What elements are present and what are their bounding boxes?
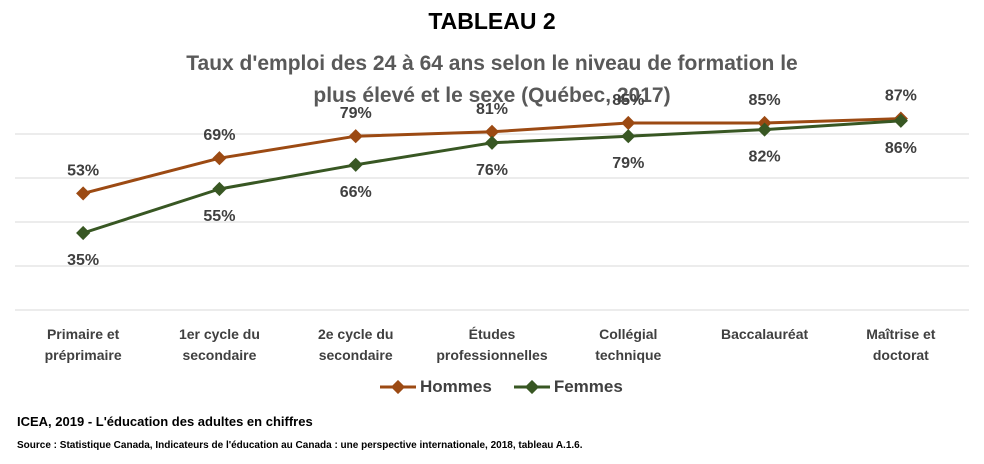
- chart-subtitle: Taux d'emploi des 24 à 64 ans selon le n…: [186, 52, 798, 107]
- data-label-hommes: 79%: [340, 105, 372, 122]
- data-label-hommes: 85%: [612, 92, 644, 109]
- legend-item-hommes: Hommes: [380, 377, 492, 397]
- footer-title: ICEA, 2019 - L'éducation des adultes en …: [17, 414, 313, 429]
- data-point-femmes: [621, 129, 636, 144]
- data-label-femmes: 35%: [67, 252, 99, 269]
- data-point-hommes: [484, 124, 500, 139]
- data-point-femmes: [76, 225, 91, 241]
- grid-lines: [15, 133, 969, 311]
- legend-item-femmes: Femmes: [513, 377, 623, 397]
- x-axis-labels: Primaire et préprimaire 1er cycle du second…: [45, 326, 936, 363]
- data-label-femmes: 66%: [340, 184, 372, 201]
- legend-label-femmes: Femmes: [553, 377, 623, 396]
- x-tick-label: Maîtrise et doctorat: [866, 326, 936, 363]
- data-point-femmes: [212, 181, 227, 197]
- data-label-hommes: 53%: [67, 162, 99, 179]
- data-label-femmes: 76%: [476, 162, 508, 179]
- series-layer: [76, 111, 908, 241]
- data-label-femmes: 79%: [612, 155, 644, 172]
- data-point-hommes: [76, 186, 91, 201]
- data-point-femmes: [348, 157, 363, 172]
- data-point-femmes: [893, 113, 908, 128]
- x-tick-label: Baccalauréat: [721, 326, 809, 342]
- hommes-marker-icon: [380, 380, 416, 394]
- data-label-hommes: 85%: [749, 92, 781, 109]
- x-tick-label: 2e cycle du secondaire: [318, 326, 394, 363]
- data-label-hommes: 87%: [885, 88, 917, 105]
- data-label-femmes: 82%: [749, 149, 781, 166]
- data-point-femmes: [757, 122, 772, 137]
- data-label-hommes: 69%: [203, 127, 235, 144]
- x-tick-label: Collégial technique: [595, 326, 661, 363]
- data-point-hommes: [348, 129, 363, 144]
- data-label-femmes: 86%: [885, 140, 917, 157]
- data-label-hommes: 81%: [476, 101, 508, 118]
- footer-source: Source : Statistique Canada, Indicateurs…: [17, 440, 583, 451]
- data-label-femmes: 55%: [203, 208, 235, 225]
- x-tick-label: Études professionnelles: [436, 326, 547, 363]
- x-tick-label: 1er cycle du secondaire: [179, 326, 260, 363]
- femmes-marker-icon: [513, 380, 550, 394]
- chart-title: TABLEAU 2: [428, 8, 556, 34]
- legend-label-hommes: Hommes: [420, 377, 492, 396]
- x-tick-label: Primaire et préprimaire: [45, 326, 122, 363]
- data-point-hommes: [212, 151, 227, 166]
- data-point-femmes: [484, 135, 500, 150]
- data-point-hommes: [621, 115, 636, 131]
- data-labels: 53% 69% 79% 81% 85% 85% 87% 35% 55% 66% 76% 79% 82% 8…: [67, 88, 917, 269]
- legend: Hommes Femmes: [380, 377, 623, 397]
